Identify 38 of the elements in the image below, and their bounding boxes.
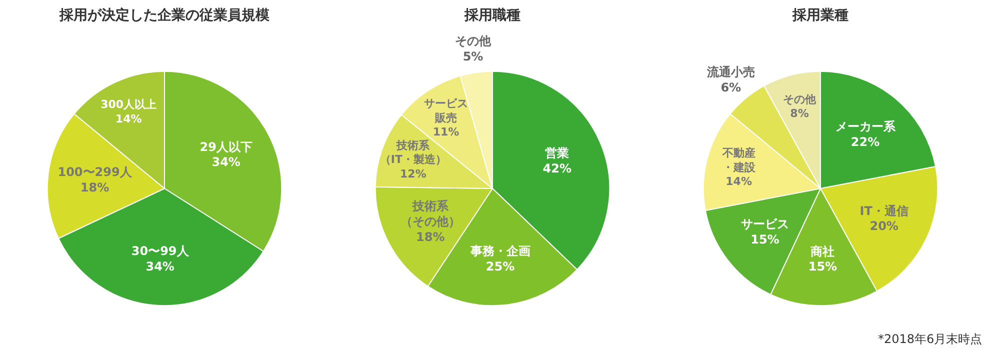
data-label: 34% [212,155,240,170]
slice-label: 不動産・建設 [721,146,756,174]
data-label: 5% [462,49,484,64]
chart-title: 採用が決定した企業の従業員規模 [58,6,270,24]
slice-label: 300人以上 [100,98,157,112]
data-label: 22% [850,134,880,149]
data-label: 18% [416,230,445,244]
slice-label: 商社 [810,244,835,258]
data-label: 20% [870,219,898,234]
slice-label: メーカー系 [835,119,896,134]
data-label: 14% [726,175,752,188]
data-label: 18% [80,180,110,194]
slice-label: その他 [455,34,492,48]
data-label: 34% [146,260,174,274]
data-label: 42% [542,162,572,176]
slice-label: その他 [783,92,818,106]
slice-label: 事務・企画 [469,244,530,258]
data-label: 8% [790,107,809,120]
slice-label: 技術系（IT・製造） [380,138,447,166]
slice-label: 100〜299人 [58,164,133,179]
data-label: 12% [400,167,426,180]
chart-title: 採用職種 [464,6,520,24]
data-label: 14% [115,112,142,126]
data-label: 15% [750,232,780,246]
data-label: 11% [432,126,460,139]
slice-label: 営業 [545,146,570,160]
data-label: 25% [486,259,515,274]
slice-label: 技術系（その他） [400,199,460,229]
data-label: 15% [808,260,838,274]
text: *2018年6月末時点 [878,332,982,346]
data-label: 6% [720,80,742,94]
slice-label: 29人以下 [200,140,252,154]
slice-label: サービス販売 [424,97,468,124]
slice-label: 流通小売 [706,65,755,80]
chart-title: 採用業種 [792,8,848,24]
slice-label: IT・通信 [860,204,908,218]
slice-label: 30〜99人 [131,244,190,258]
slice-label: サービス [740,217,789,232]
